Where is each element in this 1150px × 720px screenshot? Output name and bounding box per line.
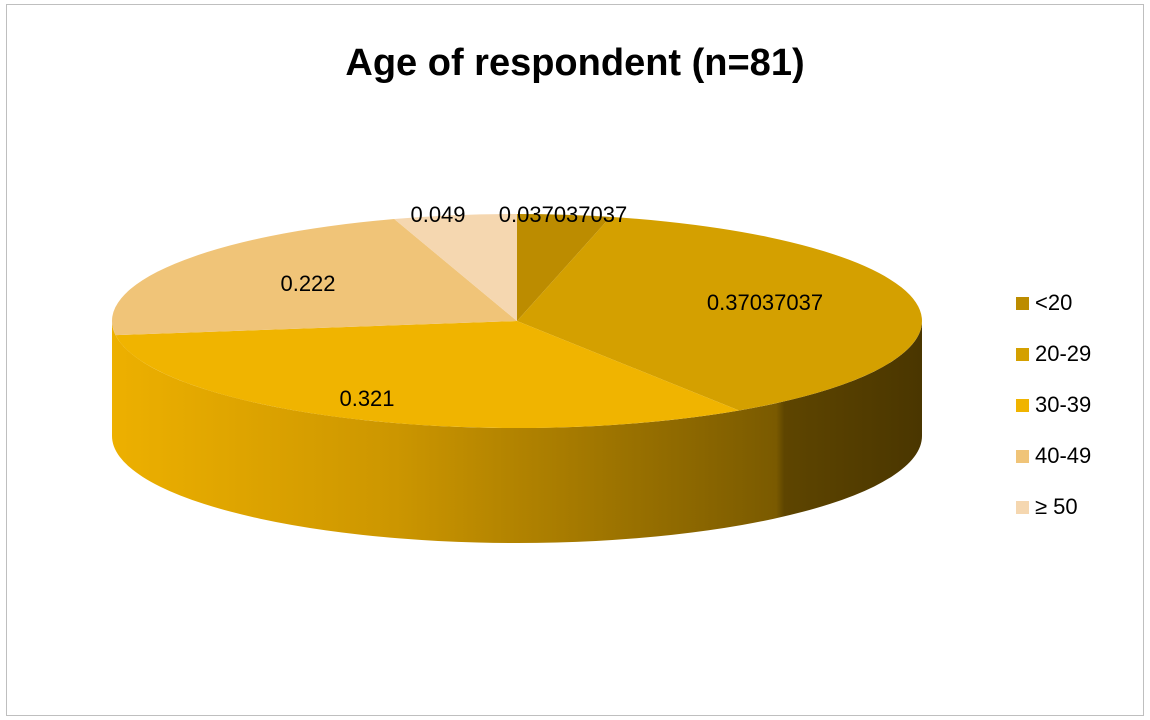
legend-item-3: 40-49 xyxy=(1016,443,1092,468)
legend-swatch xyxy=(1016,296,1029,310)
data-label-0: 0.037037037 xyxy=(499,202,627,227)
legend-label: 20-29 xyxy=(1035,341,1092,366)
legend-label: <20 xyxy=(1035,290,1073,315)
data-label-2: 0.321 xyxy=(339,386,394,411)
chart-title: Age of respondent (n=81) xyxy=(345,42,805,84)
pie-side-wall xyxy=(112,321,922,543)
pie-slice-0 xyxy=(517,214,611,321)
data-label-4: 0.049 xyxy=(410,202,465,227)
legend-label: 30-39 xyxy=(1035,392,1092,417)
legend-label: 40-49 xyxy=(1035,443,1092,468)
legend-swatch xyxy=(1016,500,1029,514)
legend-swatch xyxy=(1016,449,1029,463)
pie-slice-1 xyxy=(517,216,922,411)
legend-swatch xyxy=(1016,347,1029,361)
pie-slice-2 xyxy=(115,321,740,428)
legend: <20 20-29 30-39 40-49 ≥ 50 xyxy=(1016,290,1092,547)
legend-item-2: 30-39 xyxy=(1016,392,1092,417)
legend-item-0: <20 xyxy=(1016,290,1091,315)
legend-swatch xyxy=(1016,398,1029,412)
data-label-3: 0.222 xyxy=(280,271,335,296)
pie-top xyxy=(111,214,922,428)
pie-slice-3 xyxy=(111,219,517,336)
legend-label: ≥ 50 xyxy=(1035,494,1078,519)
legend-item-1: 20-29 xyxy=(1016,341,1092,366)
legend-item-4: ≥ 50 xyxy=(1016,494,1091,519)
pie-slice-4 xyxy=(394,214,517,321)
pie-side xyxy=(112,321,922,543)
pie-labels: 0.037037037 0.37037037 0.321 0.222 0.049 xyxy=(280,202,823,411)
data-label-1: 0.37037037 xyxy=(707,290,823,315)
